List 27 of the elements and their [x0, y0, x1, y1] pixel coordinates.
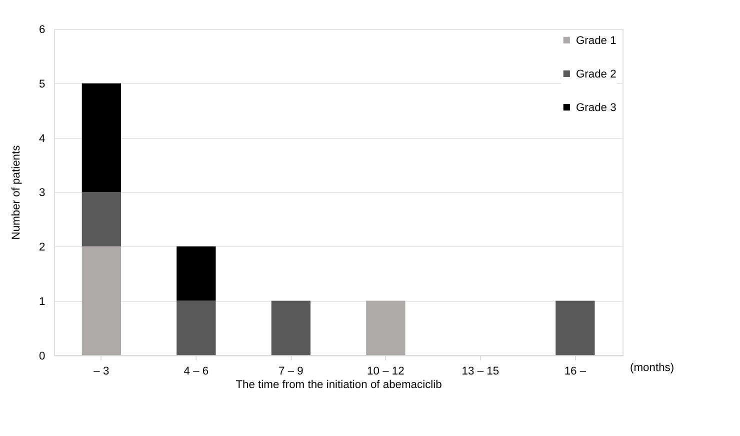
y-tick-label: 6: [38, 24, 46, 36]
bar: [556, 300, 595, 356]
bar: [82, 246, 122, 356]
x-tick-label: 16 –: [564, 365, 587, 378]
bar: [176, 300, 216, 356]
y-tick-label: 5: [38, 78, 46, 91]
bar: [82, 83, 122, 192]
legend-label: Grade 3: [576, 102, 616, 114]
y-tick-label: 0: [38, 350, 46, 362]
y-tick-label: 3: [38, 187, 46, 200]
bar: [176, 246, 216, 301]
y-tick-label: 4: [38, 132, 46, 145]
x-axis-title: The time from the initiation of abemaciclib: [236, 379, 442, 392]
x-tick-label: 7 – 9: [278, 365, 304, 378]
bar: [366, 300, 406, 356]
legend-label: Grade 2: [576, 68, 616, 80]
legend-label: Grade 1: [576, 34, 616, 47]
x-tick-label: 10 – 12: [367, 365, 404, 378]
y-tick-label: 2: [38, 242, 46, 254]
text: (months): [630, 362, 674, 374]
x-tick-label: 4 – 6: [184, 365, 209, 378]
x-tick-label: – 3: [94, 365, 110, 378]
y-tick-label: 1: [38, 296, 46, 308]
bar: [271, 300, 311, 356]
x-tick-label: 13 – 15: [462, 365, 500, 378]
y-axis-title: Number of patients: [10, 144, 22, 240]
bar: [82, 192, 122, 246]
